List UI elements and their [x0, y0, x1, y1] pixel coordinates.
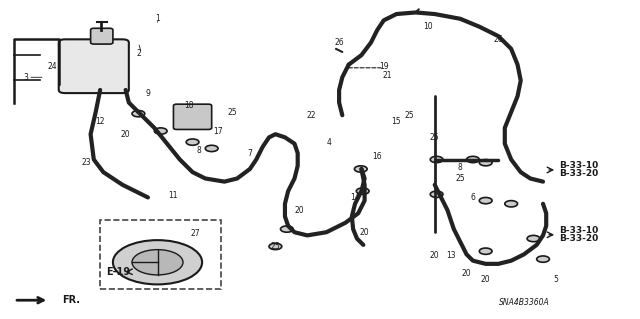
- Text: 13: 13: [446, 251, 456, 260]
- Text: 7: 7: [248, 149, 252, 158]
- Text: 8: 8: [458, 163, 463, 172]
- Text: 16: 16: [372, 152, 382, 161]
- Text: 20: 20: [360, 228, 369, 237]
- Circle shape: [280, 226, 293, 232]
- Circle shape: [154, 128, 167, 134]
- Text: 25: 25: [228, 108, 237, 116]
- Text: E-19: E-19: [106, 267, 131, 277]
- Text: 26: 26: [334, 38, 344, 47]
- Text: 10: 10: [424, 22, 433, 31]
- Text: 18: 18: [184, 101, 194, 110]
- Circle shape: [479, 160, 492, 166]
- Circle shape: [527, 235, 540, 242]
- Text: B-33-20: B-33-20: [559, 234, 598, 243]
- Text: 24: 24: [47, 62, 57, 71]
- Bar: [100, 219, 221, 289]
- Text: 25: 25: [404, 111, 414, 120]
- Text: 20: 20: [295, 206, 305, 215]
- Text: 12: 12: [95, 117, 105, 126]
- Text: 23: 23: [81, 158, 91, 167]
- Circle shape: [479, 248, 492, 254]
- Text: 22: 22: [307, 111, 316, 120]
- Text: 3: 3: [23, 73, 28, 82]
- Circle shape: [132, 250, 183, 275]
- Text: 20: 20: [481, 275, 490, 284]
- Circle shape: [505, 201, 518, 207]
- Text: 25: 25: [271, 242, 280, 251]
- Text: 27: 27: [191, 229, 200, 238]
- FancyBboxPatch shape: [91, 28, 113, 44]
- Text: 11: 11: [169, 191, 178, 200]
- Text: 25: 25: [430, 133, 440, 142]
- Circle shape: [132, 110, 145, 117]
- FancyBboxPatch shape: [173, 104, 212, 130]
- Circle shape: [113, 240, 202, 285]
- Text: 17: 17: [213, 127, 223, 136]
- Text: FR.: FR.: [62, 295, 80, 305]
- Text: 9: 9: [145, 89, 150, 98]
- FancyBboxPatch shape: [59, 39, 129, 93]
- Text: 8: 8: [196, 145, 202, 154]
- Circle shape: [430, 156, 443, 163]
- Circle shape: [205, 145, 218, 152]
- Text: 20: 20: [430, 251, 440, 260]
- Text: B-33-10: B-33-10: [559, 226, 598, 235]
- Text: 6: 6: [470, 193, 476, 202]
- Text: SNA4B3360A: SNA4B3360A: [499, 298, 549, 307]
- Text: 1: 1: [155, 14, 160, 23]
- Circle shape: [355, 166, 367, 172]
- Circle shape: [430, 191, 443, 197]
- Text: 14: 14: [350, 193, 360, 202]
- Circle shape: [537, 256, 549, 262]
- Text: 2: 2: [136, 49, 141, 58]
- Text: B-33-20: B-33-20: [559, 169, 598, 178]
- Circle shape: [479, 197, 492, 204]
- Circle shape: [186, 139, 199, 145]
- Text: 15: 15: [392, 117, 401, 126]
- Text: B-33-10: B-33-10: [559, 161, 598, 170]
- Circle shape: [356, 188, 369, 194]
- Text: 21: 21: [382, 71, 392, 80]
- Text: 5: 5: [554, 275, 558, 284]
- Circle shape: [269, 243, 282, 250]
- Text: 25: 25: [456, 174, 465, 183]
- Text: 20: 20: [461, 269, 472, 278]
- Text: 20: 20: [121, 130, 131, 139]
- Text: 19: 19: [379, 62, 388, 71]
- Circle shape: [467, 156, 479, 163]
- Text: 26: 26: [493, 35, 503, 44]
- Text: 4: 4: [327, 137, 332, 147]
